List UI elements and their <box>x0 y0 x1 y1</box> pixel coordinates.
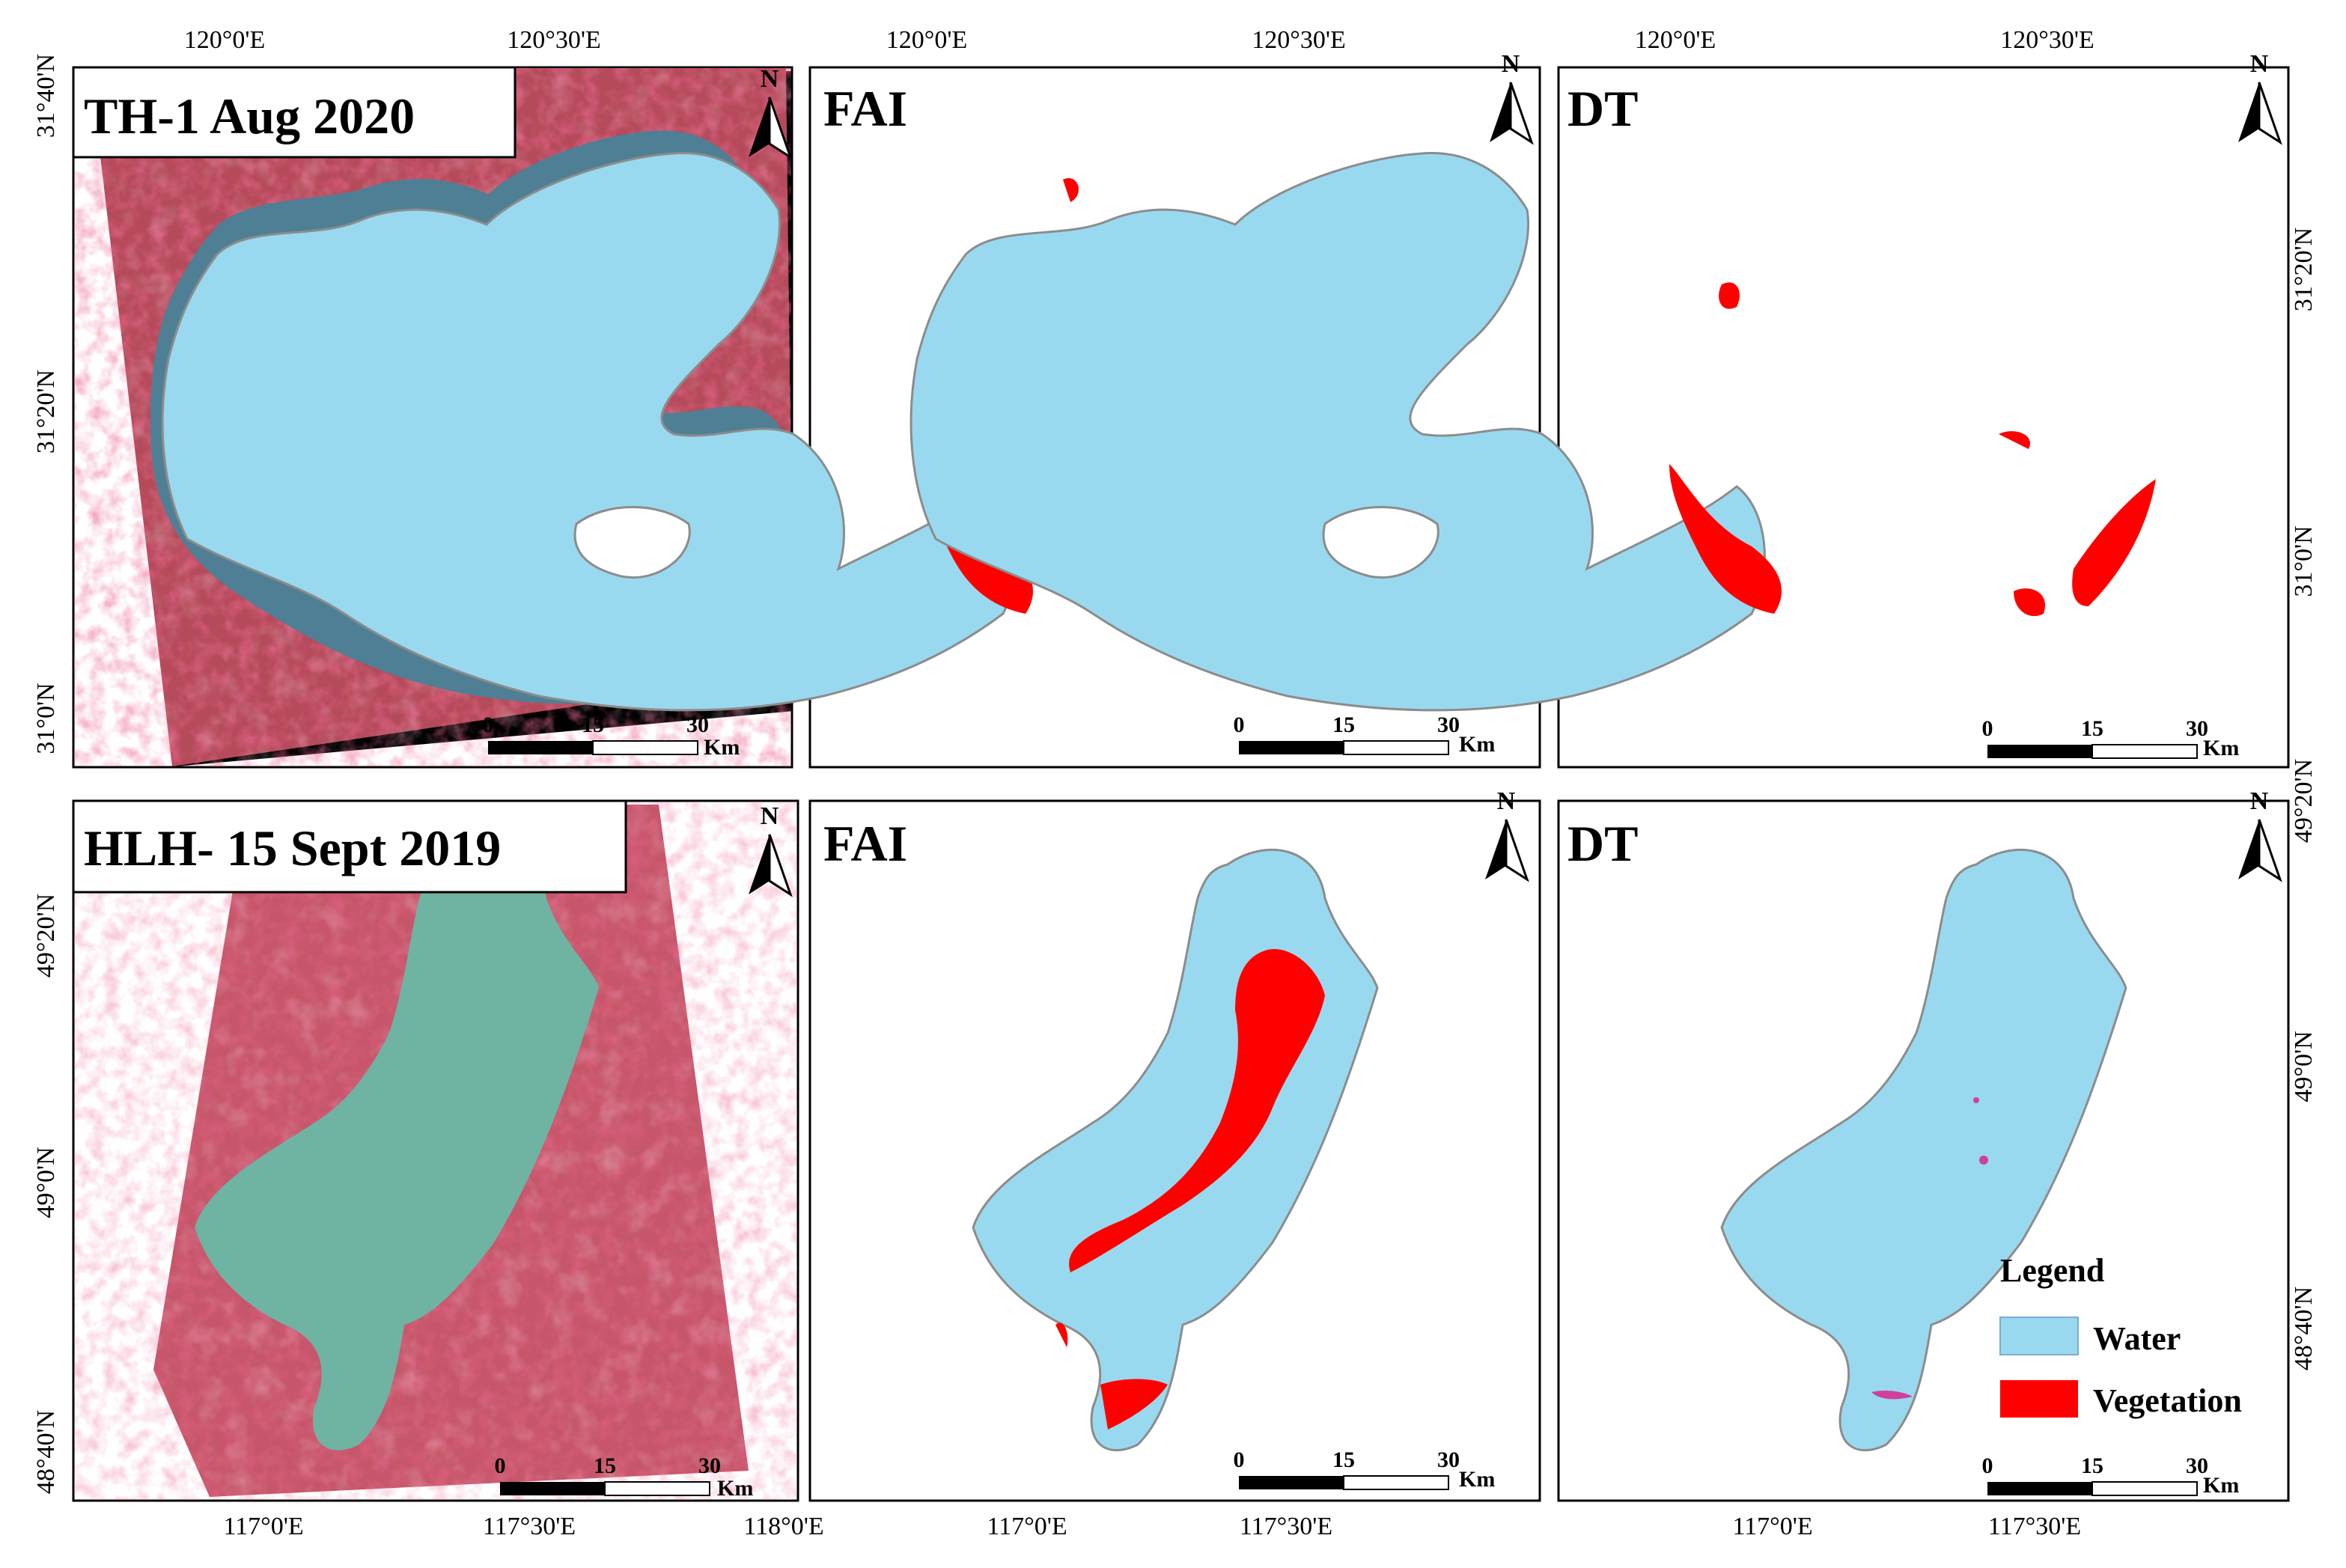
scale-unit: Km <box>2203 1473 2239 1498</box>
tick-right: 48°40'N <box>2290 1287 2318 1370</box>
north-arrow-icon: N <box>747 802 792 896</box>
tick-top: 120°0'E <box>184 26 266 54</box>
north-arrow-icon: N <box>1484 787 1529 881</box>
scale-label-30: 30 <box>2186 1453 2208 1478</box>
panel-hlh-image: HLH- 15 Sept 2019 N 0 15 30 Km <box>72 799 799 1502</box>
vegetation-patches <box>1669 282 2156 617</box>
scale-bar: 0 15 30 Km <box>1234 713 1496 757</box>
north-label: N <box>761 802 779 830</box>
north-label: N <box>2250 787 2269 815</box>
tick-bottom: 117°0'E <box>1732 1513 1812 1540</box>
tick-bottom: 117°30'E <box>1988 1513 2081 1540</box>
scale-label-0: 0 <box>1982 716 1993 741</box>
scale-unit: Km <box>1459 1467 1495 1492</box>
scale-label-30: 30 <box>2186 716 2208 741</box>
north-arrow-icon: N <box>2237 50 2282 144</box>
scale-label-30: 30 <box>1437 1447 1460 1472</box>
north-label: N <box>1502 50 1520 78</box>
scale-label-15: 15 <box>594 1453 616 1478</box>
tick-left: 31°20'N <box>32 370 60 454</box>
tick-left: 31°40'N <box>32 54 60 138</box>
panel-hlh-fai: FAI N 0 15 30 Km <box>808 787 1541 1502</box>
tick-bottom: 117°0'E <box>223 1513 303 1540</box>
lake-water-hlh <box>195 849 599 1450</box>
scale-label-30: 30 <box>686 713 709 737</box>
panel-title: FAI <box>823 80 907 137</box>
legend-swatch-vegetation <box>2000 1380 2078 1418</box>
tick-top: 120°0'E <box>1635 26 1716 54</box>
tick-left: 48°40'N <box>32 1410 60 1494</box>
tick-right: 31°20'N <box>2290 228 2318 311</box>
legend-label-water: Water <box>2093 1320 2181 1357</box>
scale-label-0: 0 <box>483 713 494 737</box>
tick-top: 120°30'E <box>1252 26 1346 54</box>
scale-bar: 0 15 30 Km <box>495 1453 754 1501</box>
scale-label-15: 15 <box>2081 1453 2103 1478</box>
scale-bar: 0 15 30 Km <box>1982 716 2240 760</box>
title-box-th-image: TH-1 Aug 2020 <box>72 66 517 159</box>
tick-right: 49°0'N <box>2290 1031 2318 1102</box>
panel-th-dt: DT N 0 15 30 Km <box>910 50 2290 769</box>
scale-label-15: 15 <box>1332 1447 1355 1472</box>
graticule-labels: 120°0'E 120°30'E 120°0'E 120°30'E 120°0'… <box>32 26 2318 1540</box>
title-box-hlh-image: HLH- 15 Sept 2019 <box>72 799 627 894</box>
tick-bottom: 117°0'E <box>987 1513 1067 1540</box>
scale-label-15: 15 <box>2081 716 2103 741</box>
tick-top: 120°30'E <box>2000 26 2094 54</box>
tick-left: 49°0'N <box>32 1147 60 1218</box>
panel-hlh-dt: DT N Legend Water Vegetation 0 15 30 Km <box>1557 787 2290 1502</box>
scale-label-15: 15 <box>582 713 604 737</box>
tick-top: 120°30'E <box>507 26 601 54</box>
north-label: N <box>1497 787 1516 815</box>
panel-title: DT <box>1567 80 1638 137</box>
scale-label-0: 0 <box>1234 713 1245 737</box>
legend-label-vegetation: Vegetation <box>2093 1382 2242 1419</box>
scale-unit: Km <box>717 1476 753 1501</box>
legend-swatch-water <box>1999 1317 2079 1355</box>
tick-top: 120°0'E <box>886 26 968 54</box>
panel-title: FAI <box>823 815 907 872</box>
scale-bar: 0 15 30 Km <box>1982 1453 2240 1498</box>
north-arrow-icon: N <box>1488 50 1533 144</box>
tick-left: 49°20'N <box>32 894 60 977</box>
tick-bottom: 118°0'E <box>743 1513 823 1540</box>
tick-bottom: 117°30'E <box>1240 1513 1332 1540</box>
scale-label-0: 0 <box>1234 1447 1245 1472</box>
scale-label-15: 15 <box>1332 713 1355 737</box>
vegetation-patches <box>1055 949 1325 1430</box>
north-label: N <box>761 65 779 93</box>
legend: Legend Water Vegetation <box>1999 1252 2242 1419</box>
scale-label-0: 0 <box>495 1453 506 1478</box>
tick-bottom: 117°30'E <box>483 1513 576 1540</box>
legend-title: Legend <box>2000 1252 2104 1289</box>
north-label: N <box>2250 50 2269 78</box>
panel-title: TH-1 Aug 2020 <box>84 88 415 144</box>
scale-unit: Km <box>1459 732 1495 757</box>
scale-bar: 0 15 30 Km <box>1234 1447 1496 1492</box>
scale-unit: Km <box>2203 736 2239 760</box>
scale-bar: 0 15 30 Km <box>483 713 740 760</box>
north-arrow-icon: N <box>747 65 792 159</box>
panel-title: DT <box>1567 815 1638 872</box>
scale-label-30: 30 <box>1437 713 1460 737</box>
tick-left: 31°0'N <box>32 683 60 754</box>
scale-unit: Km <box>704 735 740 760</box>
tick-right: 49°20'N <box>2290 759 2318 843</box>
tick-right: 31°0'N <box>2290 525 2318 597</box>
panel-title: HLH- 15 Sept 2019 <box>84 820 501 876</box>
scale-label-30: 30 <box>698 1453 721 1478</box>
vegetation-patches <box>1871 1097 1988 1400</box>
north-arrow-icon: N <box>2237 787 2282 881</box>
scale-label-0: 0 <box>1982 1453 1993 1478</box>
